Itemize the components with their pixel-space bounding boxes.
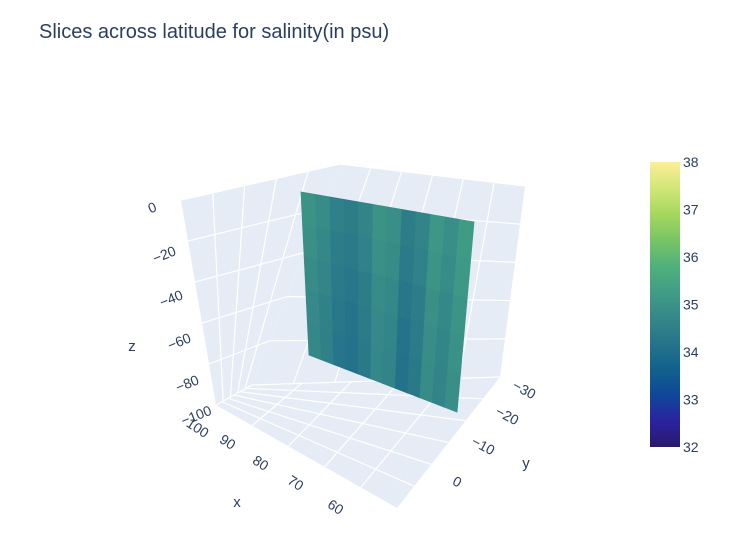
floor-plane [216, 377, 500, 508]
slice-cell [330, 263, 346, 302]
gridline [237, 178, 277, 394]
slice-cell [410, 283, 427, 325]
colorbar-tick-label: 35 [683, 297, 699, 313]
gridline [227, 397, 432, 465]
x-tick-label: 70 [285, 472, 307, 494]
slice-cell [398, 244, 416, 285]
gridline [208, 340, 270, 365]
slice-cell [358, 235, 374, 275]
colorbar-tick-label: 33 [683, 392, 699, 408]
gridline [233, 394, 449, 444]
slice-cell [370, 343, 385, 385]
y-tick-label: −20 [493, 403, 522, 428]
3d-scene[interactable]: 0−20−40−60−80−10010090807060−30−20−100zx… [128, 163, 539, 518]
chart-title: Slices across latitude for salinity(in p… [39, 21, 389, 43]
x-tick-label: 80 [250, 452, 272, 474]
gridline [239, 391, 466, 422]
x-tick-label: 90 [217, 431, 239, 453]
slice-cell [344, 266, 359, 306]
slice-cell [343, 199, 360, 237]
slice-cell [332, 330, 347, 370]
slice-cell [384, 277, 400, 318]
slice-cell [386, 206, 403, 246]
slice-cell [329, 196, 346, 234]
slice-cell [314, 194, 332, 231]
slice-cell [317, 260, 333, 299]
slice-cell [371, 238, 388, 279]
slice-cell [372, 204, 388, 243]
gridline [194, 251, 305, 283]
slice-cell [412, 247, 430, 289]
colorbar-scale [650, 162, 680, 447]
colorbar-tick-label: 36 [683, 249, 699, 265]
slice-cell [456, 219, 475, 261]
slice-cell [357, 339, 372, 380]
gridline [187, 207, 323, 242]
z-tick-label: −80 [173, 371, 201, 395]
slice-cell [330, 230, 346, 268]
colorbar-tick-label: 32 [683, 439, 699, 455]
y-tick-label: −10 [469, 433, 498, 458]
slice-cell [385, 241, 402, 282]
gridline [221, 401, 415, 487]
slice-cell [344, 232, 360, 272]
slice-cell [453, 256, 472, 299]
slice-cell [370, 308, 386, 349]
slice-cell [344, 300, 359, 341]
y-axis-title: y [522, 455, 530, 472]
colorbar-tick-label: 34 [683, 344, 699, 360]
gridline [244, 171, 309, 390]
slice-cell [408, 320, 425, 362]
slice-cell [316, 227, 332, 265]
x-axis-title: x [233, 494, 241, 511]
slice-cell [318, 293, 334, 332]
gridline [201, 296, 288, 324]
slice-cell [444, 369, 461, 413]
colorbar-tick-label: 37 [683, 202, 699, 218]
slice-cell [394, 351, 410, 394]
gridline [458, 182, 495, 379]
slice-cell [331, 296, 347, 336]
gridline [212, 192, 224, 402]
x-tick-label: 60 [325, 496, 347, 518]
slice-cell [414, 211, 432, 252]
z-tick-label: −60 [165, 329, 193, 353]
slice-cell [397, 280, 414, 322]
y-tick-label: −30 [510, 377, 539, 402]
slice-cell [357, 304, 373, 345]
salinity-slice[interactable] [300, 191, 475, 413]
slice-cell [383, 312, 399, 354]
colorbar-tick-label: 38 [683, 154, 699, 170]
z-tick-label: −20 [150, 242, 178, 266]
slice-cell [358, 201, 374, 240]
slice-cell [319, 326, 335, 366]
slice-cell [300, 191, 318, 229]
z-tick-label: −40 [157, 286, 185, 310]
y-tick-label: 0 [450, 473, 465, 491]
slice-cell [345, 334, 359, 375]
slice-cell [358, 270, 373, 310]
gridline [180, 163, 341, 201]
slice-cell [382, 347, 398, 389]
gridline [229, 185, 246, 398]
colorbar: 32 33 34 35 36 37 38 [650, 154, 699, 455]
slice-cell [303, 256, 320, 295]
slice-cell [450, 294, 468, 337]
slice-cell [396, 316, 412, 358]
slice-cell [371, 273, 387, 314]
z-tick-label: 0 [146, 198, 159, 216]
z-axis-title: z [128, 338, 136, 355]
slice-cell [302, 224, 319, 262]
slice-cell [400, 209, 417, 249]
slice-cell [305, 289, 321, 328]
slice-cell [306, 321, 322, 361]
